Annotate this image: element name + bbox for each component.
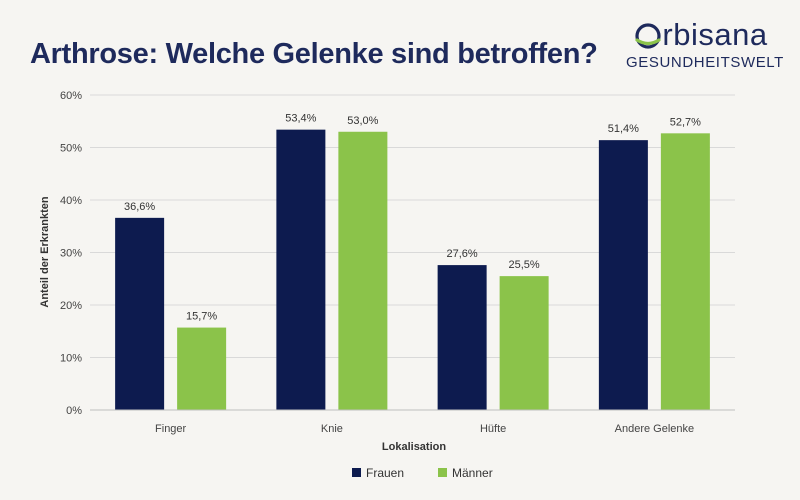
logo-name-text: rbisana (662, 17, 768, 52)
y-axis-label: Anteil der Erkrankten (39, 196, 51, 308)
legend-swatch (352, 468, 361, 477)
data-label: 25,5% (509, 259, 540, 271)
y-tick-label: 20% (60, 300, 82, 312)
bars (115, 129, 710, 410)
data-label: 36,6% (124, 201, 155, 213)
x-axis-label: Lokalisation (382, 441, 446, 453)
legend: Frauen Männer (352, 466, 493, 480)
y-tick-label: 50% (60, 143, 82, 155)
x-tick-label: Hüfte (480, 423, 506, 435)
x-tick-label: Knie (321, 423, 343, 435)
bar (660, 133, 710, 410)
logo-wordmark: rbisana (626, 18, 776, 52)
bar (598, 140, 648, 410)
x-axis-ticks: Finger Knie Hüfte Andere Gelenke (155, 423, 694, 435)
data-label: 27,6% (447, 248, 478, 260)
y-tick-label: 40% (60, 195, 82, 207)
data-label: 53,4% (285, 113, 316, 125)
data-label: 52,7% (670, 116, 701, 128)
bar (115, 217, 165, 410)
data-label: 53,0% (347, 115, 378, 127)
x-tick-label: Andere Gelenke (615, 423, 695, 435)
y-tick-label: 10% (60, 353, 82, 365)
y-axis-ticks: 0% 10% 20% 30% 40% 50% 60% (60, 90, 82, 417)
bar (276, 129, 326, 410)
y-tick-label: 30% (60, 248, 82, 260)
bar (177, 327, 227, 410)
y-tick-label: 0% (66, 405, 82, 417)
orbisana-logo: rbisana GESUNDHEITSWELT (626, 18, 784, 72)
legend-swatch (438, 468, 447, 477)
x-tick-label: Finger (155, 423, 187, 435)
logo-o-icon (635, 23, 662, 49)
logo-subtitle: GESUNDHEITSWELT (626, 54, 784, 71)
legend-label: Männer (452, 466, 493, 480)
bar (338, 131, 388, 410)
bar (499, 276, 549, 410)
chart-title: Arthrose: Welche Gelenke sind betroffen? (30, 38, 598, 70)
y-tick-label: 60% (60, 90, 82, 102)
data-label: 15,7% (186, 311, 217, 323)
data-label: 51,4% (608, 123, 639, 135)
bar (437, 265, 487, 410)
legend-label: Frauen (366, 466, 404, 480)
data-labels: 36,6% 15,7% 53,4% 53,0% 27,6% 25,5% 51,4% 52,7% (124, 113, 701, 323)
